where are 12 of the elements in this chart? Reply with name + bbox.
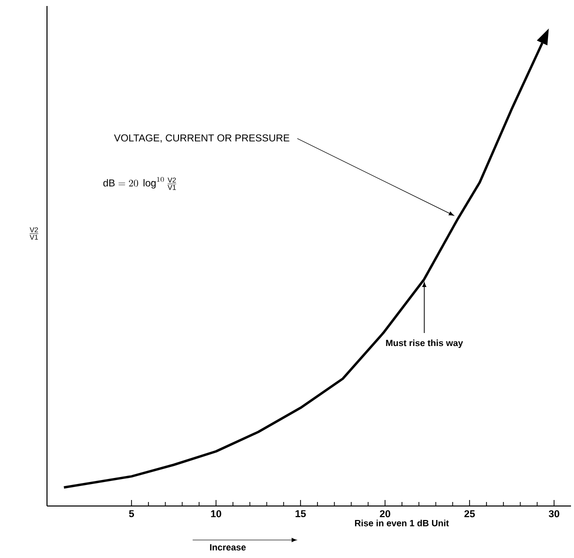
x-tick-label: 10 (211, 510, 222, 518)
x-axis-title: Rise in even 1 dB Unit (355, 520, 449, 526)
x-tick-label: 5 (129, 510, 134, 518)
annotation: $\mathrm{dB} = 20\ \log^{10}\frac{\mathrm{V2}}{\mathrm{V1}}$ (103, 177, 176, 190)
x-tick-label: 15 (296, 510, 306, 518)
x-tick-label: 20 (380, 510, 390, 518)
annotation: VOLTAGE, CURRENT OR PRESSURE (114, 134, 290, 143)
x-tick-label: 30 (548, 510, 560, 518)
text: Increase (210, 544, 246, 550)
annotation: Must rise this way (386, 340, 463, 348)
y-axis-title: $\frac{\mathrm{V2}}{\mathrm{V1}}$ (30, 227, 38, 240)
x-tick-label: 25 (464, 510, 475, 518)
